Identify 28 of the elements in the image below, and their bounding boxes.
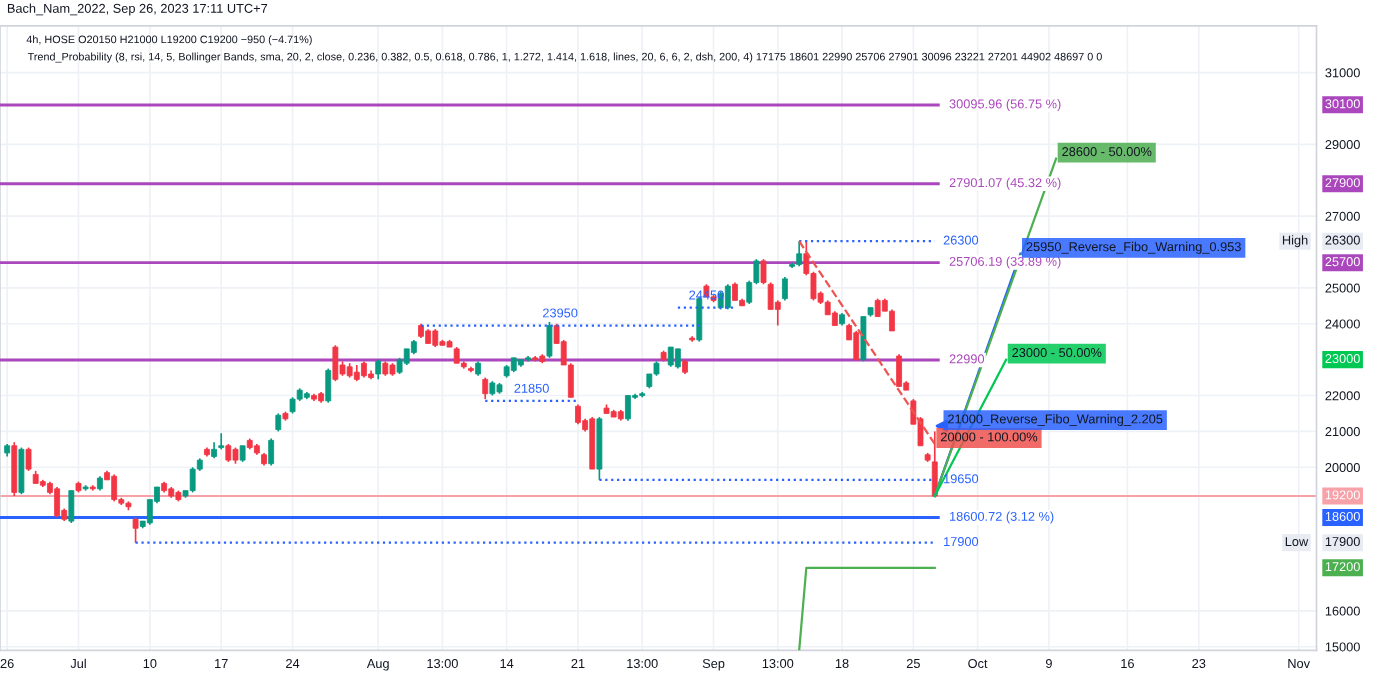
candlestick — [575, 403, 581, 426]
candlestick — [189, 466, 196, 494]
candlestick — [482, 376, 489, 400]
candlestick — [889, 308, 895, 332]
candlestick — [724, 283, 731, 311]
candlestick — [674, 348, 681, 370]
candlestick — [132, 516, 139, 544]
candlestick — [111, 473, 118, 503]
candlestick — [760, 258, 767, 286]
candlestick — [931, 430, 938, 497]
candlestick — [68, 489, 75, 524]
candlestick — [11, 441, 18, 497]
candlestick — [853, 330, 860, 361]
candlestick — [860, 315, 867, 363]
candlestick — [325, 367, 332, 404]
candlestick — [896, 353, 902, 388]
candlestick — [218, 432, 225, 451]
candlestick — [332, 344, 339, 382]
candlestick — [667, 346, 674, 368]
candlestick — [796, 240, 803, 268]
candlestick — [268, 437, 275, 467]
candlestick — [18, 446, 25, 496]
candlestick — [782, 276, 788, 302]
candlestick — [625, 394, 631, 422]
candlestick — [546, 321, 553, 359]
candlestick — [375, 358, 382, 381]
candlestick — [54, 486, 60, 519]
candlestick — [25, 446, 32, 472]
